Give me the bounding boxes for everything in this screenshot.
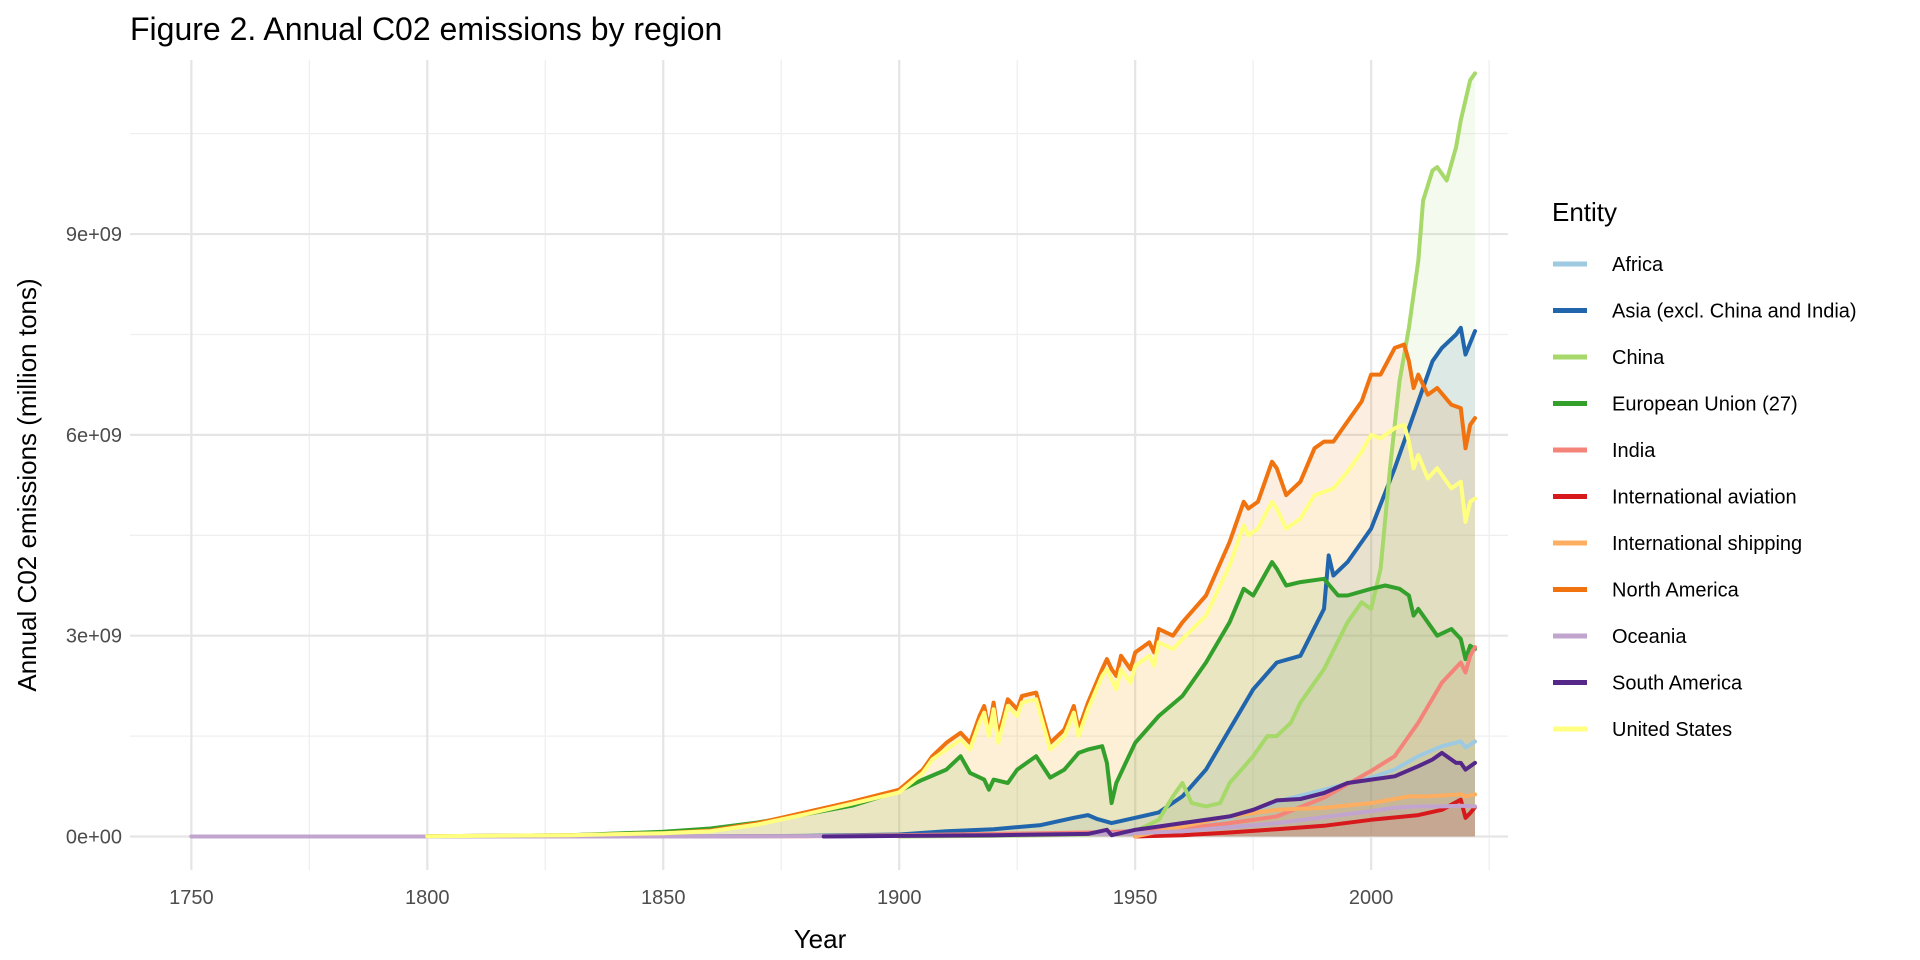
- area-oceania: [191, 805, 1475, 837]
- legend-label-european-union-27: European Union (27): [1612, 394, 1798, 416]
- series-areas: [191, 73, 1475, 837]
- area-south-america: [823, 752, 1475, 837]
- legend-label-oceania: Oceania: [1612, 626, 1687, 648]
- line-north-america: [425, 342, 1477, 839]
- line-south-america: [821, 750, 1477, 839]
- legend-title: Entity: [1552, 197, 1617, 227]
- area-china: [899, 73, 1475, 837]
- x-tick-label: 2000: [1349, 887, 1394, 909]
- legend-label-india: India: [1612, 440, 1656, 462]
- x-tick-label: 1750: [169, 887, 214, 909]
- area-international-aviation: [1135, 799, 1475, 837]
- line-international-aviation: [1133, 797, 1477, 839]
- y-axis-ticks: 0e+00 3e+09 6e+09 9e+09: [66, 224, 122, 848]
- area-asia-excl-china-and-india: [663, 327, 1475, 837]
- x-tick-label: 1900: [877, 887, 922, 909]
- x-tick-label: 1950: [1113, 887, 1158, 909]
- x-axis-ticks: 1750 1800 1850 1900 1950 2000: [169, 887, 1393, 909]
- y-axis-title: Annual C02 emissions (million tons): [12, 278, 42, 691]
- area-european-union-27: [427, 562, 1475, 837]
- minor-gridlines: [130, 60, 1508, 870]
- legend-label-united-states: United States: [1612, 719, 1732, 741]
- area-north-america: [427, 344, 1475, 837]
- y-tick-label: 6e+09: [66, 425, 122, 447]
- area-africa: [823, 741, 1475, 837]
- line-asia-excl-china-and-india: [661, 325, 1477, 839]
- chart-title: Figure 2. Annual C02 emissions by region: [130, 11, 722, 47]
- legend-label-africa: Africa: [1612, 254, 1664, 276]
- x-tick-label: 1800: [405, 887, 450, 909]
- line-oceania: [189, 803, 1477, 839]
- y-tick-label: 3e+09: [66, 626, 122, 648]
- series-lines: [189, 71, 1477, 839]
- legend-label-china: China: [1612, 347, 1665, 369]
- legend-label-asia-excl-china-and-india: Asia (excl. China and India): [1612, 301, 1857, 323]
- x-tick-label: 1850: [641, 887, 686, 909]
- line-european-union-27: [425, 560, 1477, 839]
- line-china: [897, 71, 1477, 839]
- legend-label-north-america: North America: [1612, 580, 1740, 602]
- line-united-states: [425, 422, 1477, 839]
- y-tick-label: 9e+09: [66, 224, 122, 246]
- legend: Entity Africa Asia (excl. China and India…: [1552, 197, 1857, 741]
- y-tick-label: 0e+00: [66, 827, 122, 849]
- legend-label-international-aviation: International aviation: [1612, 487, 1797, 509]
- area-united-states: [427, 424, 1475, 837]
- x-axis-title: Year: [794, 924, 847, 954]
- legend-label-international-shipping: International shipping: [1612, 533, 1802, 555]
- legend-label-south-america: South America: [1612, 673, 1743, 695]
- legend-items: Africa Asia (excl. China and India) China E…: [1553, 254, 1857, 741]
